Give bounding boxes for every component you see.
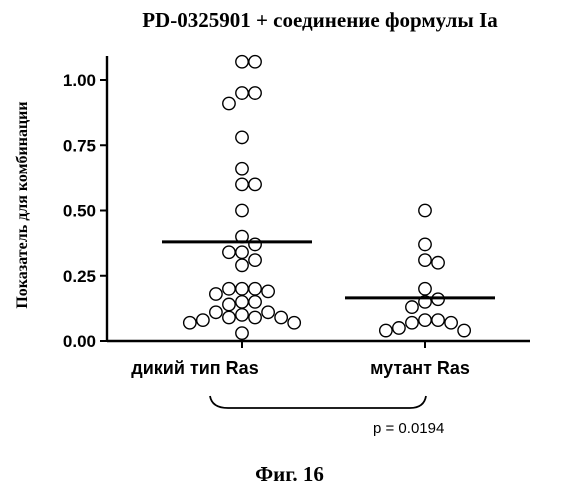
data-point: [393, 322, 405, 334]
data-point: [249, 311, 261, 323]
data-point: [432, 257, 444, 269]
y-tick-label: 0.00: [63, 332, 96, 351]
data-point: [236, 327, 248, 339]
data-point: [432, 314, 444, 326]
data-point: [236, 131, 248, 143]
data-point: [223, 283, 235, 295]
data-point: [445, 317, 457, 329]
data-point: [249, 178, 261, 190]
y-tick-label: 0.75: [63, 136, 96, 155]
data-point: [275, 311, 287, 323]
data-point: [236, 259, 248, 271]
x-tick-label: мутант Ras: [370, 358, 470, 378]
data-point: [210, 288, 222, 300]
data-point: [249, 254, 261, 266]
figure-caption: Фиг. 16: [0, 462, 579, 487]
data-point: [249, 56, 261, 68]
data-point: [197, 314, 209, 326]
y-tick-label: 1.00: [63, 71, 96, 90]
data-point: [223, 97, 235, 109]
data-point: [419, 204, 431, 216]
y-tick-label: 0.25: [63, 267, 96, 286]
data-point: [236, 246, 248, 258]
data-point: [249, 283, 261, 295]
data-point: [249, 296, 261, 308]
data-point: [419, 314, 431, 326]
data-point: [249, 87, 261, 99]
data-point: [419, 254, 431, 266]
data-point: [406, 317, 418, 329]
data-point: [223, 298, 235, 310]
data-point: [458, 324, 470, 336]
significance-bracket: [210, 396, 426, 408]
data-point: [262, 285, 274, 297]
data-point: [236, 283, 248, 295]
data-point: [236, 204, 248, 216]
data-point: [419, 283, 431, 295]
data-point: [236, 309, 248, 321]
data-point: [262, 306, 274, 318]
data-point: [223, 311, 235, 323]
x-tick-label: дикий тип Ras: [131, 358, 258, 378]
p-value-annotation: p = 0.0194: [373, 420, 444, 437]
data-point: [236, 56, 248, 68]
data-point: [223, 246, 235, 258]
data-point: [380, 324, 392, 336]
data-point: [288, 317, 300, 329]
data-point: [406, 301, 418, 313]
data-point: [419, 238, 431, 250]
data-point: [236, 163, 248, 175]
y-tick-label: 0.50: [63, 202, 96, 221]
data-point: [184, 317, 196, 329]
data-point: [210, 306, 222, 318]
data-point: [236, 178, 248, 190]
data-point: [249, 238, 261, 250]
data-point: [236, 87, 248, 99]
data-point: [236, 296, 248, 308]
